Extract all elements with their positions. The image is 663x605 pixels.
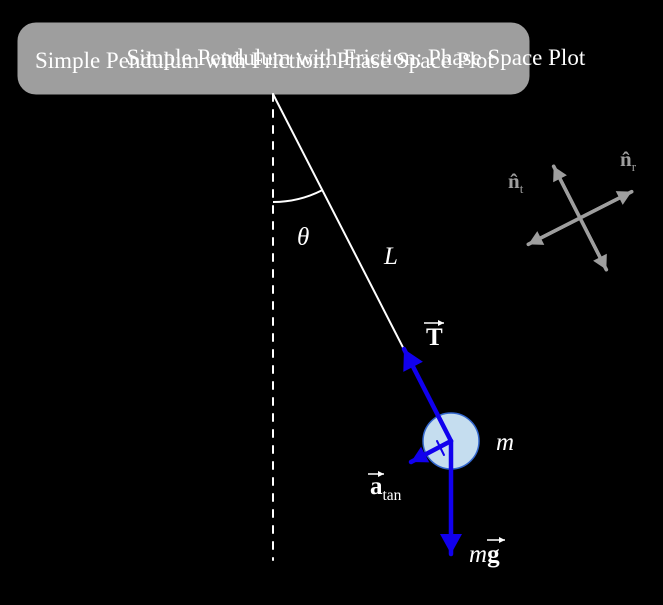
title-label: Simple Pendulum with Friction: Phase Spa… xyxy=(35,48,494,73)
length-label: L xyxy=(383,243,398,270)
tension-label: T xyxy=(424,320,444,351)
tangential-accel-label: atan xyxy=(368,471,402,504)
angle-arc xyxy=(273,190,322,202)
theta-label: θ xyxy=(297,224,309,251)
svg-text:T: T xyxy=(426,324,443,351)
svg-text:mg: mg xyxy=(469,541,500,568)
svg-text:atan: atan xyxy=(370,473,402,504)
axis-label-r: n̂r xyxy=(620,147,637,174)
mass-label: m xyxy=(496,429,514,456)
axis-tangential-2 xyxy=(528,191,631,244)
gravity-label: mg xyxy=(469,537,505,568)
axis-label-t: n̂t xyxy=(508,169,524,196)
